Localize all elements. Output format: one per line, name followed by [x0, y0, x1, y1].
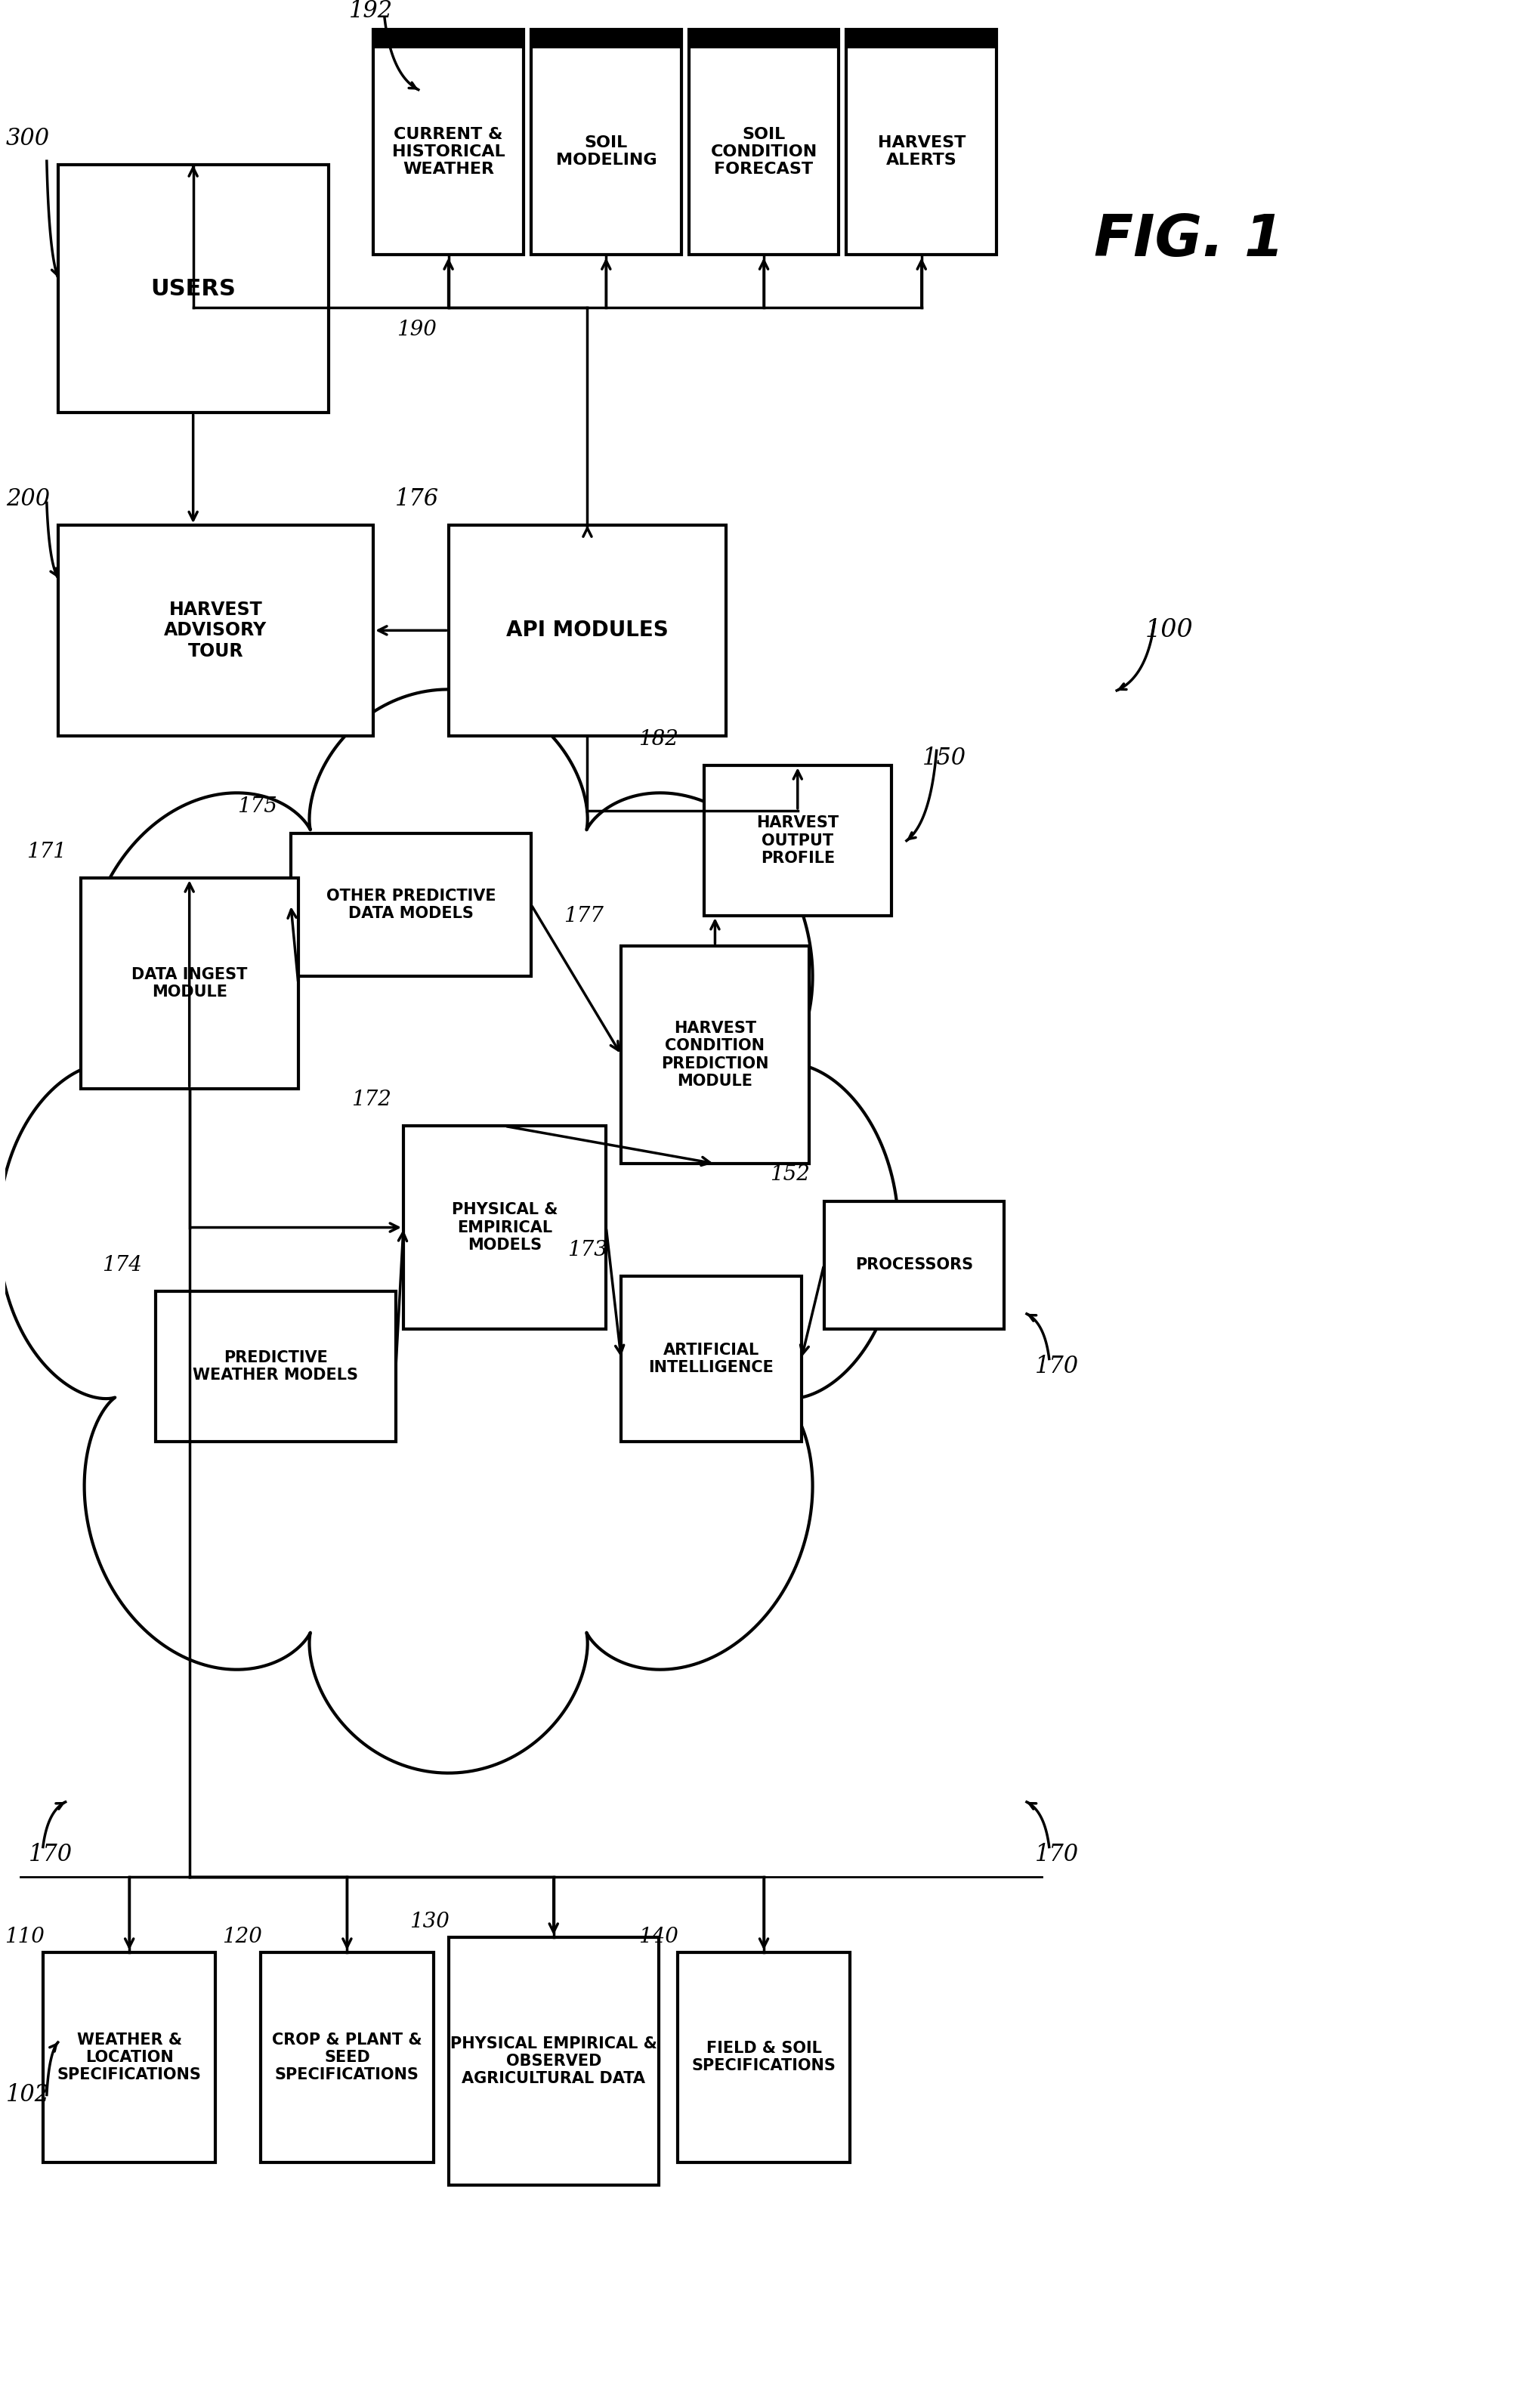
Text: DATA INGEST
MODULE: DATA INGEST MODULE [132, 968, 247, 999]
Text: 110: 110 [5, 1926, 44, 1948]
Text: PROCESSORS: PROCESSORS [855, 1257, 974, 1271]
FancyBboxPatch shape [824, 1202, 1004, 1329]
Text: 300: 300 [6, 128, 50, 149]
Text: 171: 171 [27, 843, 67, 862]
FancyBboxPatch shape [689, 29, 839, 48]
Text: PHYSICAL &
EMPIRICAL
MODELS: PHYSICAL & EMPIRICAL MODELS [451, 1202, 557, 1252]
Text: 120: 120 [223, 1926, 262, 1948]
Text: 190: 190 [397, 320, 438, 340]
Text: SOIL
CONDITION
FORECAST: SOIL CONDITION FORECAST [710, 128, 818, 176]
Text: API MODULES: API MODULES [506, 619, 669, 641]
FancyBboxPatch shape [846, 29, 996, 48]
Text: 176: 176 [395, 486, 439, 510]
FancyBboxPatch shape [621, 946, 808, 1163]
Text: 173: 173 [568, 1240, 607, 1259]
FancyBboxPatch shape [80, 879, 298, 1088]
Text: PREDICTIVE
WEATHER MODELS: PREDICTIVE WEATHER MODELS [192, 1351, 359, 1382]
Text: 170: 170 [1034, 1356, 1078, 1377]
Text: 130: 130 [410, 1912, 450, 1931]
FancyBboxPatch shape [374, 29, 524, 48]
FancyBboxPatch shape [42, 1953, 215, 2162]
Text: 102: 102 [6, 2083, 50, 2107]
Text: 174: 174 [101, 1255, 142, 1276]
Text: OTHER PREDICTIVE
DATA MODELS: OTHER PREDICTIVE DATA MODELS [326, 889, 495, 920]
FancyBboxPatch shape [846, 29, 996, 255]
Text: CROP & PLANT &
SEED
SPECIFICATIONS: CROP & PLANT & SEED SPECIFICATIONS [273, 2032, 422, 2083]
Text: ARTIFICIAL
INTELLIGENCE: ARTIFICIAL INTELLIGENCE [648, 1344, 774, 1375]
FancyBboxPatch shape [156, 1291, 395, 1442]
Text: USERS: USERS [150, 277, 236, 299]
Text: HARVEST
CONDITION
PREDICTION
MODULE: HARVEST CONDITION PREDICTION MODULE [662, 1021, 769, 1088]
FancyBboxPatch shape [531, 29, 681, 48]
Text: 200: 200 [6, 486, 50, 510]
FancyBboxPatch shape [677, 1953, 851, 2162]
FancyBboxPatch shape [260, 1953, 433, 2162]
Text: HARVEST
ALERTS: HARVEST ALERTS [878, 135, 966, 169]
Text: 172: 172 [351, 1088, 391, 1110]
Text: FIELD & SOIL
SPECIFICATIONS: FIELD & SOIL SPECIFICATIONS [692, 2042, 836, 2073]
Text: 152: 152 [771, 1165, 810, 1185]
FancyBboxPatch shape [448, 1936, 659, 2184]
Text: 175: 175 [238, 797, 277, 816]
FancyBboxPatch shape [531, 29, 681, 255]
Text: 192: 192 [350, 0, 394, 22]
FancyBboxPatch shape [291, 833, 531, 975]
Text: 182: 182 [639, 730, 678, 749]
Text: 100: 100 [1145, 619, 1193, 643]
Text: HARVEST
ADVISORY
TOUR: HARVEST ADVISORY TOUR [164, 600, 266, 660]
FancyBboxPatch shape [689, 29, 839, 255]
Text: SOIL
MODELING: SOIL MODELING [556, 135, 657, 169]
Text: 170: 170 [1034, 1842, 1078, 1866]
FancyBboxPatch shape [58, 164, 329, 412]
Text: 177: 177 [563, 905, 604, 927]
Text: HARVEST
OUTPUT
PROFILE: HARVEST OUTPUT PROFILE [757, 816, 839, 867]
FancyBboxPatch shape [448, 525, 727, 734]
FancyBboxPatch shape [621, 1276, 801, 1442]
Text: WEATHER &
LOCATION
SPECIFICATIONS: WEATHER & LOCATION SPECIFICATIONS [58, 2032, 201, 2083]
Text: FIG. 1: FIG. 1 [1095, 212, 1284, 267]
FancyBboxPatch shape [704, 766, 892, 915]
FancyBboxPatch shape [374, 29, 524, 255]
Text: 170: 170 [29, 1842, 73, 1866]
Text: CURRENT &
HISTORICAL
WEATHER: CURRENT & HISTORICAL WEATHER [392, 128, 506, 176]
Text: PHYSICAL EMPIRICAL &
OBSERVED
AGRICULTURAL DATA: PHYSICAL EMPIRICAL & OBSERVED AGRICULTUR… [450, 2035, 657, 2085]
Text: 140: 140 [639, 1926, 678, 1948]
Text: 150: 150 [922, 746, 966, 771]
FancyBboxPatch shape [58, 525, 374, 734]
FancyBboxPatch shape [403, 1127, 606, 1329]
Polygon shape [0, 689, 898, 1772]
